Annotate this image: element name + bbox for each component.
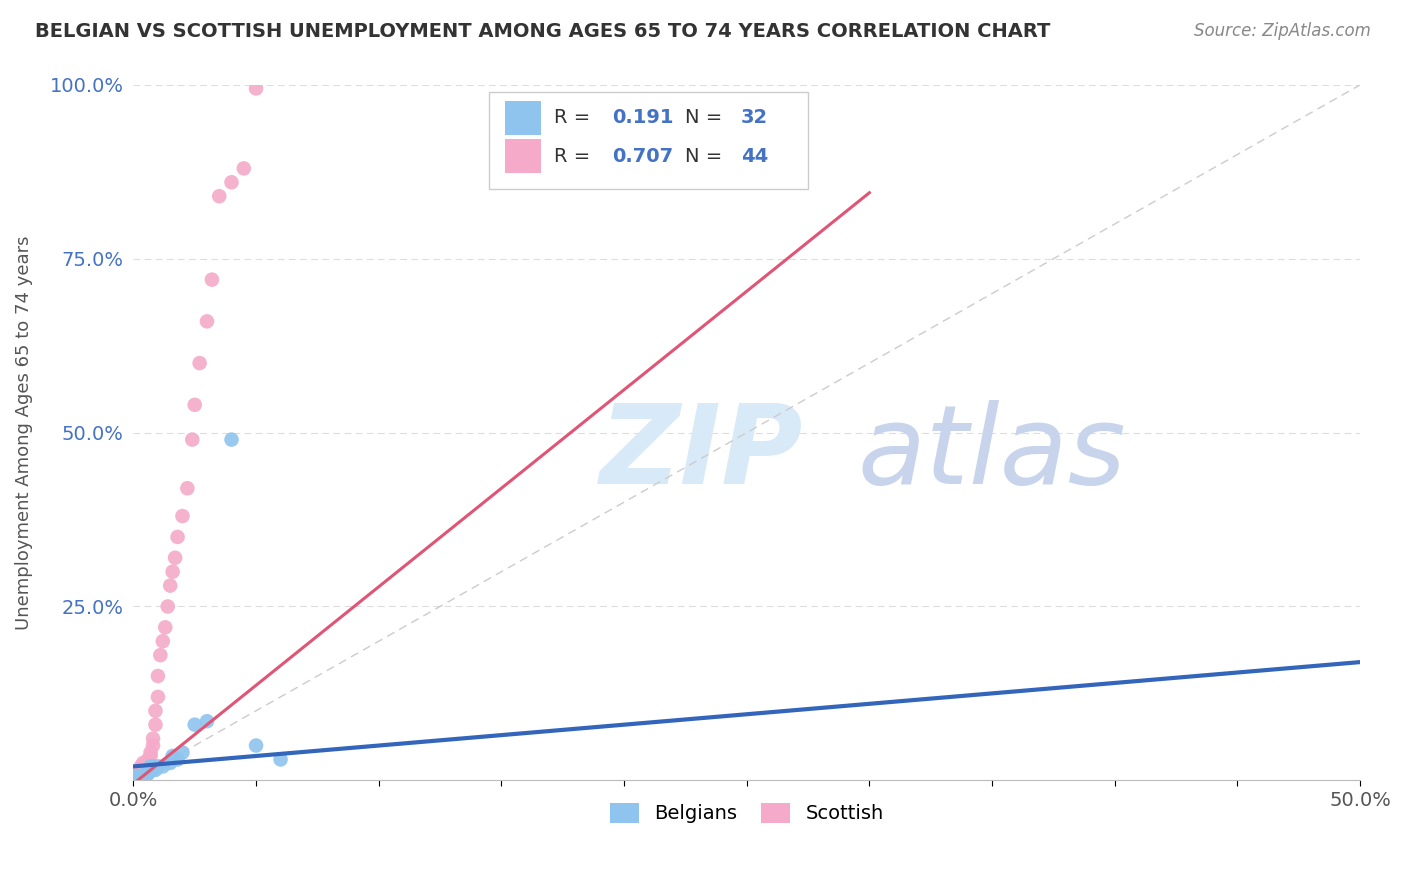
Point [136,766,159,780]
Point [135,766,157,780]
Text: BELGIAN VS SCOTTISH UNEMPLOYMENT AMONG AGES 65 TO 74 YEARS CORRELATION CHART: BELGIAN VS SCOTTISH UNEMPLOYMENT AMONG A… [35,22,1050,41]
Point [129,770,152,784]
Point [221,433,243,447]
Point [245,81,267,95]
Point [132,759,155,773]
Point [135,759,157,773]
Point [162,748,184,763]
Point [166,752,188,766]
Text: N =: N = [685,146,728,166]
Text: R =: R = [554,146,596,166]
Point [152,634,174,648]
Point [208,189,231,203]
Point [139,763,162,777]
Point [139,748,162,763]
Point [136,759,159,773]
Text: R =: R = [554,109,596,128]
Point [270,752,292,766]
Point [127,766,149,780]
Point [129,770,152,784]
Point [125,770,148,784]
Point [127,770,149,784]
Point [195,714,218,729]
Point [135,763,157,777]
Point [132,763,155,777]
Point [125,770,148,784]
Point [125,770,148,784]
Point [245,739,267,753]
Point [146,690,169,704]
Point [129,770,152,784]
Point [132,770,155,784]
Text: 0.707: 0.707 [612,146,673,166]
Point [127,770,149,784]
Point [139,746,162,760]
Point [135,766,157,780]
Point [142,739,165,753]
Point [146,669,169,683]
Legend: Belgians, Scottish: Belgians, Scottish [600,793,893,833]
Text: atlas: atlas [858,400,1126,507]
Point [201,273,224,287]
FancyBboxPatch shape [505,139,541,173]
Point [155,620,177,634]
Point [129,766,152,780]
Point [129,763,152,777]
Point [132,756,155,770]
Point [129,759,152,773]
Point [125,770,148,784]
Point [136,756,159,770]
Point [142,731,165,746]
Text: ZIP: ZIP [599,400,803,507]
Point [195,314,218,328]
Point [136,763,159,777]
Point [159,756,181,770]
Point [152,759,174,773]
Point [146,759,169,773]
FancyBboxPatch shape [505,101,541,135]
Point [176,481,198,495]
Point [183,717,205,731]
Y-axis label: Unemployment Among Ages 65 to 74 years: Unemployment Among Ages 65 to 74 years [15,235,32,630]
Point [136,766,159,780]
Point [165,550,187,565]
Point [139,759,162,773]
Point [135,770,157,784]
Text: 44: 44 [741,146,768,166]
Point [145,763,167,777]
Point [183,398,205,412]
Point [159,579,181,593]
Point [172,746,194,760]
Point [149,648,172,662]
Point [221,175,243,189]
Point [142,763,165,777]
Point [172,509,194,524]
FancyBboxPatch shape [489,92,808,189]
Point [132,770,155,784]
Text: N =: N = [685,109,728,128]
Point [156,599,179,614]
Point [145,704,167,718]
Point [142,759,165,773]
Text: Source: ZipAtlas.com: Source: ZipAtlas.com [1194,22,1371,40]
Point [232,161,254,176]
Point [145,717,167,731]
Point [127,766,149,780]
Text: 32: 32 [741,109,768,128]
Point [136,752,159,766]
Point [162,565,184,579]
Point [127,770,149,784]
Text: 0.191: 0.191 [612,109,673,128]
Point [188,356,211,370]
Point [166,530,188,544]
Point [129,770,152,784]
Point [181,433,204,447]
Point [127,770,149,784]
